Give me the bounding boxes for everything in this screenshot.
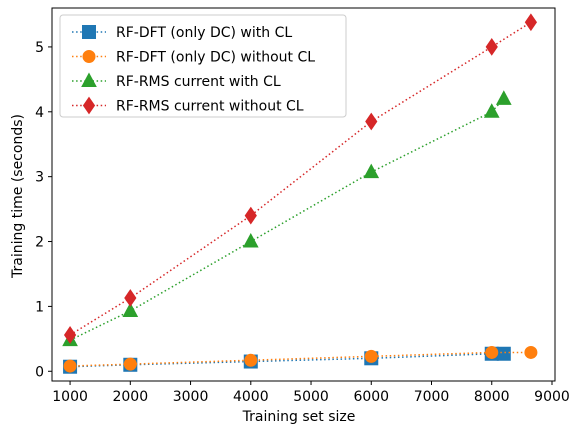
data-point: [244, 206, 257, 225]
series-line: [70, 351, 531, 367]
y-axis-label: Training time (seconds): [10, 114, 26, 279]
y-tick-label: 1: [35, 299, 44, 315]
series-3: [62, 90, 512, 347]
x-tick-label: 2000: [112, 389, 148, 405]
legend-label: RF-RMS current without CL: [116, 99, 304, 115]
legend-entry: RF-DFT (only DC) with CL: [72, 25, 292, 41]
legend-entry: RF-RMS current without CL: [72, 96, 304, 115]
legend-marker: [81, 72, 97, 87]
x-tick-label: 6000: [353, 389, 389, 405]
data-point: [485, 345, 499, 359]
data-point: [63, 326, 77, 344]
y-tick-label: 2: [35, 235, 44, 251]
plot-area: [62, 13, 538, 374]
x-tick-label: 1000: [52, 389, 88, 405]
x-tick-label: 9000: [534, 389, 570, 405]
data-point: [63, 359, 77, 373]
data-point: [495, 90, 512, 105]
legend-marker: [82, 50, 96, 63]
data-point: [363, 163, 380, 179]
y-tick-label: 0: [35, 364, 44, 380]
data-point: [496, 346, 511, 361]
x-tick-label: 8000: [474, 389, 510, 405]
x-tick-label: 3000: [173, 389, 209, 405]
series-2: [63, 345, 538, 373]
data-point: [364, 349, 378, 363]
plot-frame: [51, 7, 556, 382]
data-point: [122, 302, 139, 317]
x-tick-label: 7000: [414, 389, 450, 405]
legend-entry: RF-DFT (only DC) without CL: [72, 50, 315, 66]
data-point: [242, 232, 259, 248]
data-point: [123, 357, 137, 371]
legend-label: RF-DFT (only DC) without CL: [116, 50, 315, 66]
legend-label: RF-DFT (only DC) with CL: [116, 25, 292, 41]
data-point: [524, 13, 538, 32]
y-tick-label: 5: [35, 40, 44, 56]
data-point: [524, 345, 538, 359]
y-tick-label: 4: [35, 105, 44, 121]
legend-entry: RF-RMS current with CL: [72, 72, 281, 90]
series-4: [63, 13, 538, 344]
legend-box: [59, 14, 347, 118]
legend-marker: [82, 96, 96, 115]
x-tick-label: 5000: [293, 389, 329, 405]
data-point: [244, 353, 258, 367]
legend-label: RF-RMS current with CL: [116, 74, 281, 90]
x-axis-label: Training set size: [242, 409, 356, 425]
data-point: [365, 112, 378, 131]
data-point: [485, 38, 498, 56]
series-line: [69, 98, 505, 341]
x-tick-label: 4000: [233, 389, 269, 405]
axes: 1000 2000 3000 4000 5000 6000 7000 8000 9000 0 1 2 3…: [35, 7, 570, 405]
legend-marker: [82, 25, 96, 39]
legend: RF-DFT (only DC) with CL RF-DFT (only DC)…: [59, 14, 347, 118]
data-point: [124, 289, 137, 307]
y-tick-label: 3: [35, 170, 44, 186]
data-point: [483, 103, 500, 118]
